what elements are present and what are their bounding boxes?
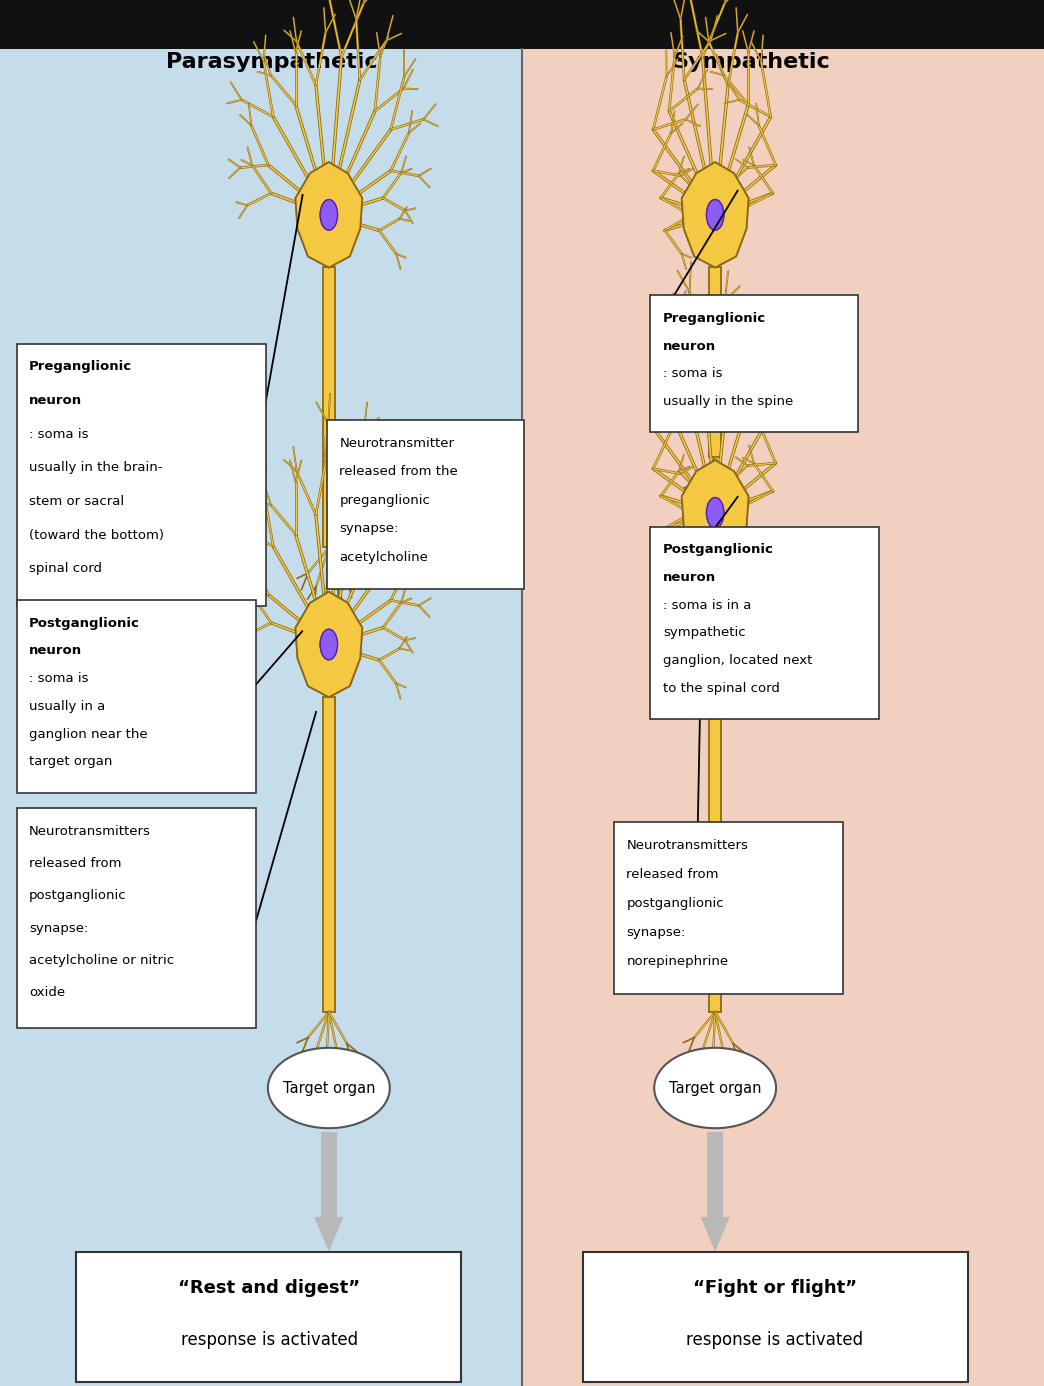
Bar (710, 565, 721, 1012)
Ellipse shape (321, 200, 337, 230)
Text: usually in the spine: usually in the spine (663, 395, 793, 407)
FancyBboxPatch shape (17, 600, 256, 793)
Text: norepinephrine: norepinephrine (626, 955, 729, 967)
Text: Preganglionic: Preganglionic (29, 360, 133, 373)
Ellipse shape (707, 200, 723, 230)
FancyBboxPatch shape (76, 1252, 461, 1382)
Text: : soma is in a: : soma is in a (663, 599, 752, 611)
Text: response is activated: response is activated (686, 1331, 863, 1349)
Text: Neurotransmitters: Neurotransmitters (29, 825, 151, 837)
FancyBboxPatch shape (327, 420, 524, 589)
FancyBboxPatch shape (614, 822, 843, 994)
Polygon shape (682, 460, 749, 565)
Text: : soma is: : soma is (29, 672, 89, 685)
Bar (321, 1132, 336, 1217)
Text: neuron: neuron (663, 340, 716, 352)
Text: “Rest and digest”: “Rest and digest” (179, 1279, 360, 1297)
Polygon shape (295, 162, 362, 267)
Text: Postganglionic: Postganglionic (663, 543, 774, 556)
FancyBboxPatch shape (17, 808, 256, 1028)
Text: acetylcholine: acetylcholine (339, 550, 428, 564)
FancyBboxPatch shape (17, 344, 266, 606)
Text: usually in a: usually in a (29, 700, 105, 712)
Text: stem or sacral: stem or sacral (29, 495, 124, 509)
Text: : soma is: : soma is (663, 367, 722, 380)
Text: (toward the bottom): (toward the bottom) (29, 528, 164, 542)
Ellipse shape (707, 200, 723, 230)
Text: preganglionic: preganglionic (339, 493, 430, 507)
Text: : soma is: : soma is (29, 428, 89, 441)
FancyBboxPatch shape (650, 527, 879, 719)
Ellipse shape (707, 498, 723, 528)
FancyBboxPatch shape (650, 295, 858, 432)
Text: synapse:: synapse: (29, 922, 89, 934)
Bar (324, 267, 334, 547)
Text: target organ: target organ (29, 755, 113, 768)
Polygon shape (295, 162, 362, 267)
Bar (0, 49, 522, 1386)
Ellipse shape (321, 629, 337, 660)
Ellipse shape (707, 498, 723, 528)
Text: synapse:: synapse: (339, 523, 399, 535)
Text: ganglion, located next: ganglion, located next (663, 654, 812, 667)
Text: Preganglionic: Preganglionic (663, 312, 766, 324)
Polygon shape (682, 460, 749, 565)
Text: Target organ: Target organ (669, 1081, 761, 1095)
Text: sympathetic: sympathetic (663, 626, 745, 639)
Polygon shape (295, 592, 362, 697)
Text: Neurotransmitters: Neurotransmitters (626, 839, 749, 851)
Text: Target organ: Target organ (283, 1081, 375, 1095)
Text: acetylcholine or nitric: acetylcholine or nitric (29, 954, 174, 967)
Polygon shape (295, 592, 362, 697)
Text: released from the: released from the (339, 466, 458, 478)
Text: Sympathetic: Sympathetic (672, 53, 831, 72)
Text: neuron: neuron (29, 644, 82, 657)
Text: Parasympathetic: Parasympathetic (166, 53, 377, 72)
Text: ganglion near the: ganglion near the (29, 728, 148, 740)
Ellipse shape (321, 200, 337, 230)
Bar (324, 697, 334, 1012)
Text: postganglionic: postganglionic (626, 897, 725, 909)
FancyBboxPatch shape (583, 1252, 968, 1382)
Bar (522, 49, 1044, 1386)
Text: synapse:: synapse: (626, 926, 686, 938)
Text: neuron: neuron (29, 394, 82, 407)
Text: released from: released from (626, 868, 719, 880)
Text: neuron: neuron (663, 571, 716, 584)
Text: “Fight or flight”: “Fight or flight” (692, 1279, 857, 1297)
Text: Postganglionic: Postganglionic (29, 617, 140, 629)
Text: released from: released from (29, 857, 122, 870)
Text: spinal cord: spinal cord (29, 563, 102, 575)
Text: oxide: oxide (29, 987, 66, 999)
Text: postganglionic: postganglionic (29, 890, 127, 902)
Polygon shape (682, 162, 749, 267)
Text: Neurotransmitter: Neurotransmitter (339, 437, 454, 449)
Bar (0, 0, 1044, 49)
Text: to the spinal cord: to the spinal cord (663, 682, 780, 694)
Ellipse shape (268, 1048, 389, 1128)
Ellipse shape (655, 1048, 776, 1128)
Bar (710, 267, 721, 457)
Text: response is activated: response is activated (181, 1331, 358, 1349)
Ellipse shape (321, 629, 337, 660)
Polygon shape (701, 1217, 730, 1252)
Bar (708, 1132, 722, 1217)
Polygon shape (682, 162, 749, 267)
Text: usually in the brain-: usually in the brain- (29, 462, 163, 474)
Polygon shape (314, 1217, 343, 1252)
